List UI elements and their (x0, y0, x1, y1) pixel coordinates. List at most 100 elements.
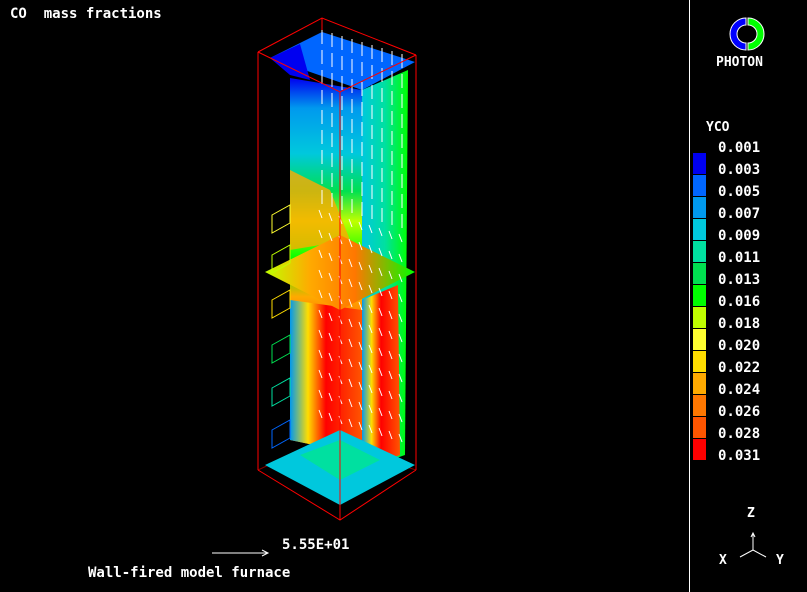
velocity-vector (398, 233, 403, 243)
velocity-vector (398, 253, 403, 263)
caption: Wall-fired model furnace (88, 565, 291, 581)
velocity-vector (368, 344, 373, 354)
velocity-vector (358, 421, 363, 431)
legend-label: 0.020 (718, 338, 761, 354)
velocity-vector (388, 290, 393, 300)
velocity-vector (328, 212, 333, 222)
legend-label: 0.003 (718, 162, 761, 178)
legend-swatch (693, 329, 706, 350)
legend-variable: YCO (706, 120, 730, 135)
legend-label: 0.011 (718, 250, 761, 266)
velocity-vector (378, 267, 383, 277)
velocity-vector (318, 349, 323, 359)
axis-z-label: Z (747, 506, 755, 521)
velocity-vector (348, 318, 353, 328)
velocity-vector (348, 298, 353, 308)
legend-label: 0.028 (718, 426, 761, 442)
burner-outlines (271, 204, 291, 449)
velocity-vector (378, 327, 383, 337)
furnace-visualization (212, 17, 417, 557)
velocity-vector (328, 412, 333, 422)
legend-label: 0.013 (718, 272, 761, 288)
velocity-vector (388, 310, 393, 320)
velocity-vector (388, 230, 393, 240)
velocity-vector (388, 430, 393, 440)
burner-outline (271, 204, 291, 234)
velocity-vector (328, 292, 333, 302)
photon-logo-icon (729, 17, 765, 51)
velocity-vector (378, 227, 383, 237)
legend-swatch (693, 219, 706, 240)
legend-swatch (693, 263, 706, 284)
velocity-vector (378, 287, 383, 297)
velocity-vector (398, 293, 403, 303)
velocity-vector (358, 261, 363, 271)
velocity-vector (378, 387, 383, 397)
velocity-vector (398, 413, 403, 423)
legend-swatch (693, 307, 706, 328)
legend-swatch (693, 439, 706, 460)
legend-swatch (693, 417, 706, 438)
burner-outline (271, 289, 291, 319)
velocity-vector (328, 392, 333, 402)
velocity-vector (348, 218, 353, 228)
velocity-vector (368, 384, 373, 394)
reference-vector-arrow (212, 549, 270, 557)
velocity-vector (378, 247, 383, 257)
velocity-vector (358, 381, 363, 391)
axis-triad-icon (739, 531, 767, 558)
velocity-vector (388, 270, 393, 280)
velocity-vector (388, 330, 393, 340)
velocity-vector (358, 341, 363, 351)
legend-label: 0.009 (718, 228, 761, 244)
velocity-vector (358, 361, 363, 371)
velocity-vector (348, 278, 353, 288)
legend-label: 0.031 (718, 448, 761, 464)
velocity-vector (368, 424, 373, 434)
legend-label: 0.024 (718, 382, 761, 398)
velocity-vector (348, 338, 353, 348)
velocity-vector (368, 404, 373, 414)
legend-label: 0.001 (718, 140, 761, 156)
burner-outline (271, 334, 291, 364)
velocity-vector (348, 358, 353, 368)
velocity-vector (398, 313, 403, 323)
burner-outline (271, 244, 291, 274)
axis-x-label: X (719, 553, 727, 568)
velocity-vector (368, 224, 373, 234)
velocity-vector (318, 389, 323, 399)
panel-divider (689, 0, 690, 592)
velocity-vector (328, 252, 333, 262)
velocity-vector (358, 221, 363, 231)
velocity-vector (368, 324, 373, 334)
legend-swatch (693, 373, 706, 394)
legend-swatch (693, 351, 706, 372)
reference-vector-value: 5.55E+01 (282, 537, 350, 553)
velocity-vector (378, 407, 383, 417)
legend-swatch (693, 395, 706, 416)
velocity-vector (388, 370, 393, 380)
velocity-vector (368, 364, 373, 374)
velocity-vector (318, 309, 323, 319)
legend-label: 0.005 (718, 184, 761, 200)
legend-swatch (693, 285, 706, 306)
burner-outline (271, 419, 291, 449)
velocity-vector (328, 232, 333, 242)
velocity-vector (358, 321, 363, 331)
velocity-vector (348, 418, 353, 428)
velocity-vector (378, 367, 383, 377)
velocity-vector (378, 347, 383, 357)
velocity-vector (358, 241, 363, 251)
velocity-vector (398, 433, 403, 443)
legend-label: 0.016 (718, 294, 761, 310)
legend-label: 0.022 (718, 360, 761, 376)
velocity-vector (348, 258, 353, 268)
velocity-vector (388, 410, 393, 420)
velocity-vector (368, 284, 373, 294)
velocity-vector (378, 427, 383, 437)
burner-outline (271, 377, 291, 407)
velocity-vector (318, 229, 323, 239)
velocity-vector (388, 250, 393, 260)
velocity-vector (318, 249, 323, 259)
velocity-vector (328, 352, 333, 362)
